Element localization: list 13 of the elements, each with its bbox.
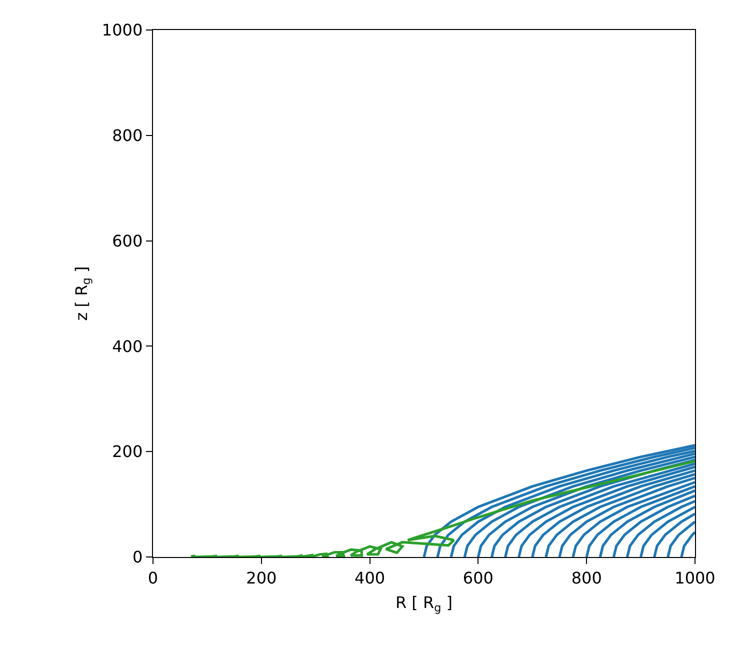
y-tick-label: 400 — [112, 336, 143, 356]
y-tick-label: 600 — [112, 231, 143, 250]
x-tick-label: 0 — [148, 568, 158, 588]
y-tick-label: 800 — [112, 126, 143, 145]
x-axis-title: R [ R$_{g}$ ] — [395, 593, 453, 614]
x-tick-label: 400 — [354, 568, 386, 588]
y-tick-label: 200 — [112, 442, 143, 462]
x-tick-label: 200 — [246, 568, 277, 588]
x-tick-label: 1000 — [674, 568, 716, 588]
y-tick-label: 0 — [132, 548, 143, 567]
x-tick-label: 800 — [571, 568, 602, 588]
y-tick-label: 1000 — [102, 20, 143, 40]
x-tick-label: 600 — [462, 568, 494, 588]
